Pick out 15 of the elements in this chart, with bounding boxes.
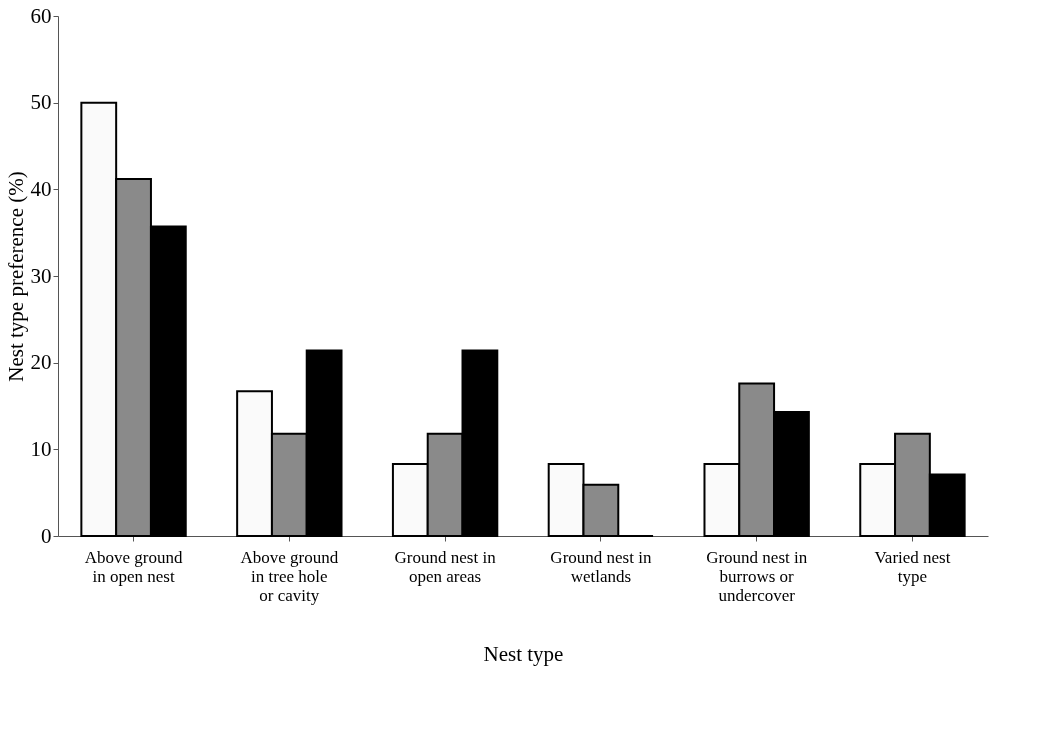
x-tick-label: Above ground in tree hole or cavity (240, 547, 339, 605)
y-tick-label: 0 (41, 523, 52, 548)
x-tick-label: Varied nest type (874, 547, 951, 586)
x-tick-label: Ground nest in open areas (394, 547, 497, 586)
y-tick-label: 10 (30, 436, 52, 461)
y-axis-title: Nest type preference (%) (3, 171, 28, 382)
y-tick-label: 30 (30, 263, 52, 288)
y-tick-label: 60 (30, 3, 52, 28)
y-tick-label: 20 (30, 350, 52, 375)
y-tick-label: 50 (30, 90, 52, 115)
x-tick-label: Ground nest in burrows or undercover (706, 547, 808, 605)
x-tick-label: Above ground in open nest (84, 547, 183, 586)
y-tick-label: 40 (30, 176, 52, 201)
x-tick-label: Ground nest in wetlands (550, 547, 652, 586)
x-axis-title: Nest type (483, 641, 564, 666)
